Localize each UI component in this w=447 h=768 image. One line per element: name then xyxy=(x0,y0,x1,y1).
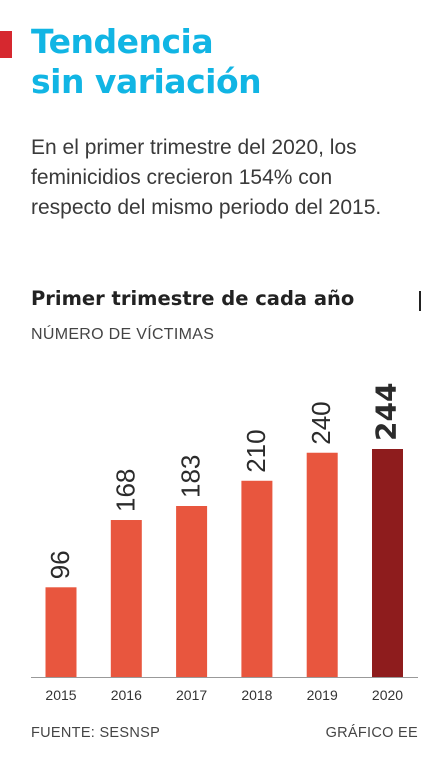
headline-line-1: Tendencia xyxy=(31,22,214,61)
accent-bar xyxy=(0,31,12,58)
value-label-2018: 210 xyxy=(241,429,271,472)
y-axis-label: NÚMERO DE VÍCTIMAS xyxy=(31,326,215,343)
x-tick-label-2016: 2016 xyxy=(111,687,142,703)
value-labels-group: 96 168 183 210 240 244 xyxy=(45,383,403,580)
value-label-2020: 244 xyxy=(370,383,403,441)
x-tick-label-2018: 2018 xyxy=(241,687,272,703)
x-tick-label-2017: 2017 xyxy=(176,687,207,703)
description: En el primer trimestre del 2020, los fem… xyxy=(31,136,382,219)
bar-2020 xyxy=(372,449,403,677)
headline: Tendencia sin variación xyxy=(31,22,262,102)
headline-line-2: sin variación xyxy=(31,62,262,101)
bar-2016 xyxy=(110,520,142,677)
credit-note: GRÁFICO EE xyxy=(325,725,418,741)
value-label-2017: 183 xyxy=(176,455,206,498)
value-label-2016: 168 xyxy=(110,469,140,512)
bar-2015 xyxy=(45,587,77,677)
x-tick-label-2020: 2020 xyxy=(372,687,403,703)
x-tick-labels-group: 2015 2016 2017 2018 2019 2020 xyxy=(45,687,403,703)
chart-title-tick xyxy=(419,291,421,311)
bar-2018 xyxy=(241,480,273,677)
bars-group xyxy=(45,449,403,677)
chart-title: Primer trimestre de cada año xyxy=(31,287,355,310)
bar-2019 xyxy=(306,452,338,677)
x-tick-label-2019: 2019 xyxy=(307,687,338,703)
source-note: FUENTE: SESNSP xyxy=(31,725,161,741)
value-label-2019: 240 xyxy=(306,401,336,444)
bar-2017 xyxy=(176,506,208,677)
value-label-2015: 96 xyxy=(45,550,75,579)
x-tick-label-2015: 2015 xyxy=(45,687,76,703)
